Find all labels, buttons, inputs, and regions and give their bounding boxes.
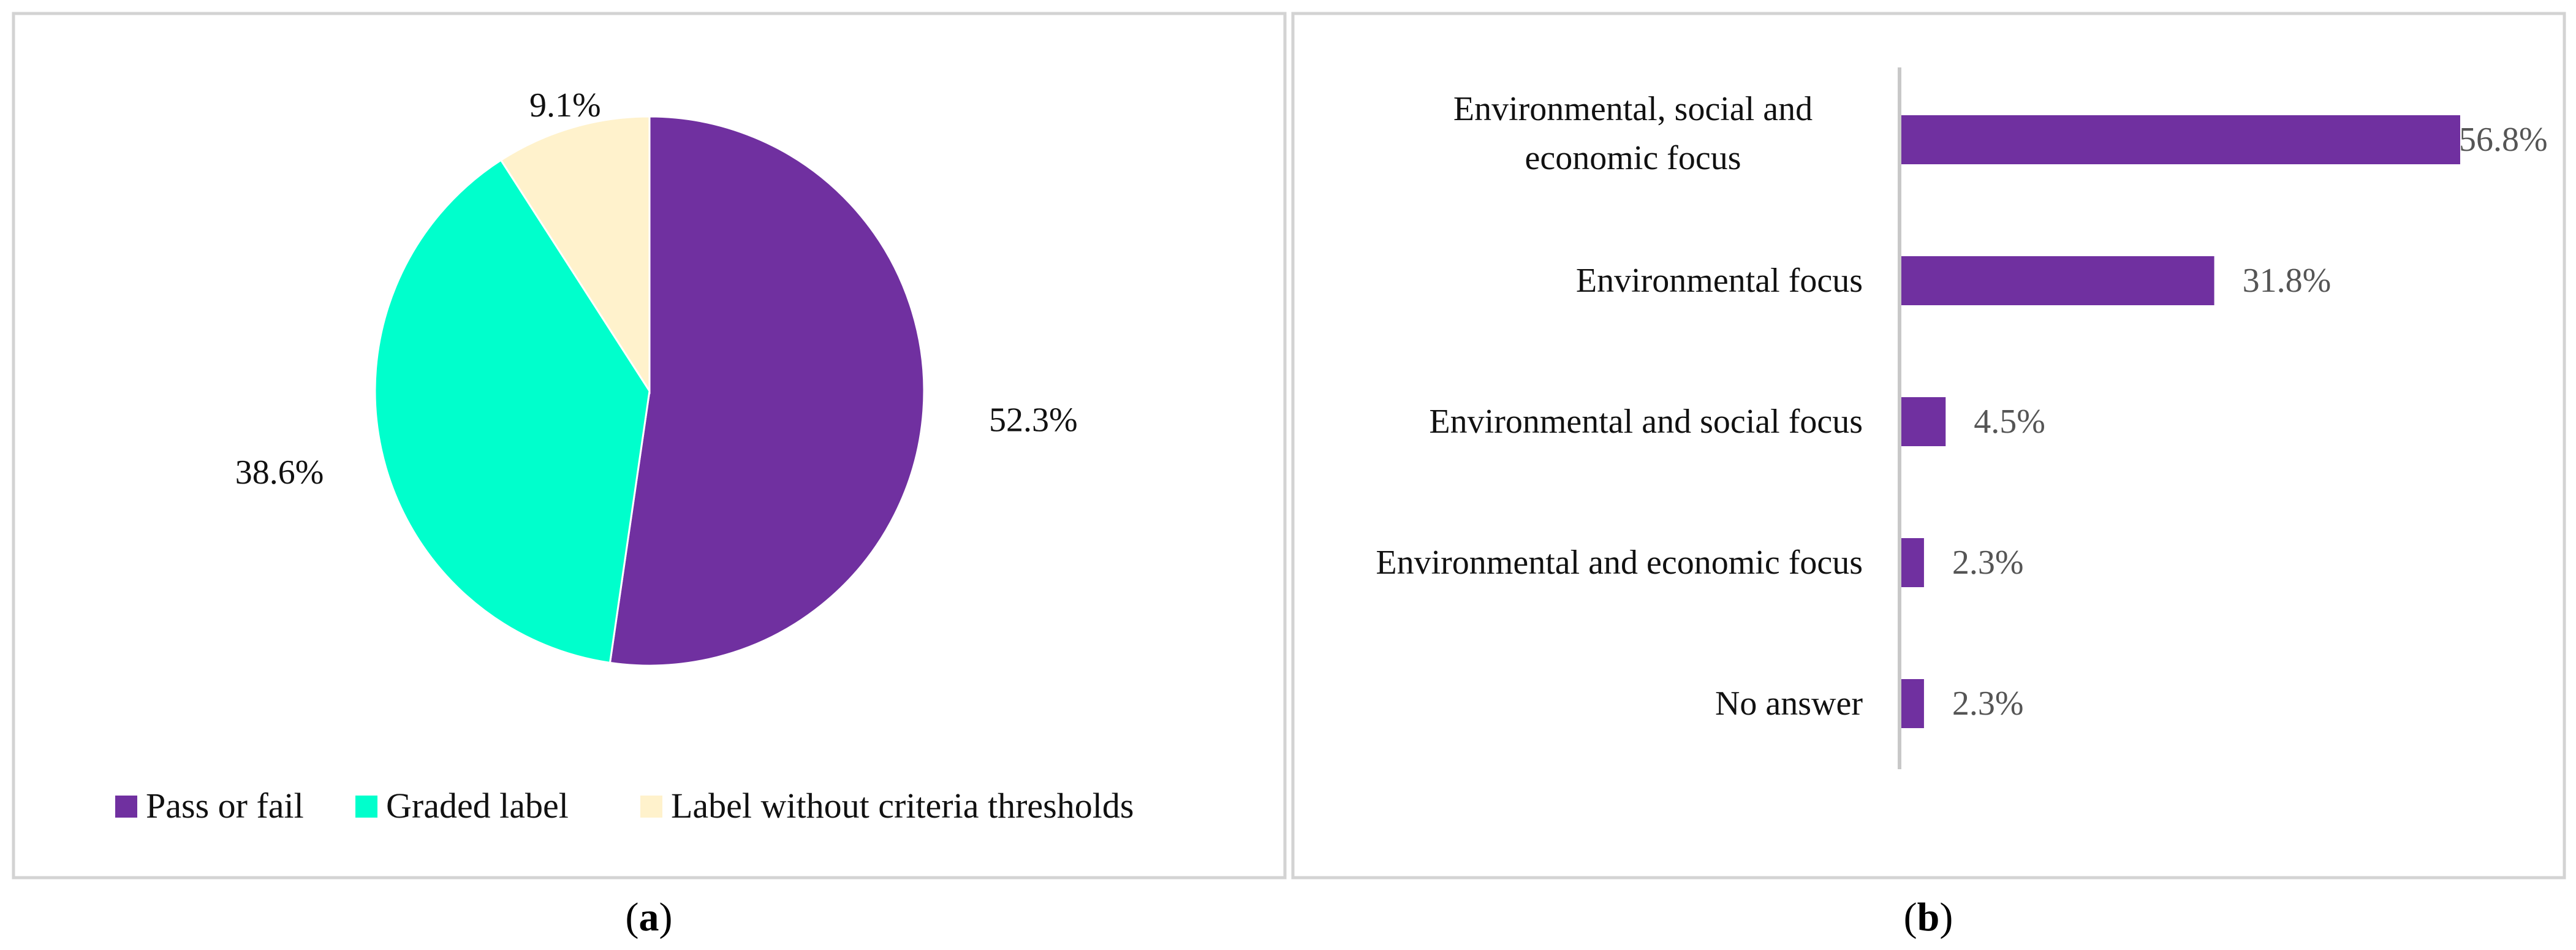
legend-item-label-without-criteria-thresholds: Label without criteria thresholds	[640, 786, 1134, 826]
panel-a-caption: (a)	[626, 895, 673, 940]
bar-category-label-line: Environmental, social and	[1453, 90, 1813, 128]
bar-category-label-line: Environmental and economic focus	[1376, 544, 1863, 582]
bar-category-label-environmental-focus: Environmental focus	[1576, 262, 1863, 300]
bar-category-label-line: Environmental and social focus	[1429, 403, 1863, 441]
bar-category-label-environmental-and-social-focus: Environmental and social focus	[1429, 403, 1863, 441]
bar-category-label-line: Environmental focus	[1576, 262, 1863, 300]
bar-value-label-no-answer: 2.3%	[1952, 685, 2024, 723]
pie-legend: Pass or fail Graded label Label without cr…	[115, 786, 1134, 826]
bar-environmental-focus	[1901, 256, 2214, 305]
legend-swatch-label-without-criteria-thresholds	[640, 796, 662, 818]
pie-value-label-graded-label: 38.6%	[235, 454, 324, 492]
bar-category-labels: Environmental, social and economic focusE…	[1376, 90, 1863, 723]
legend-swatch-graded-label	[355, 796, 377, 818]
legend-swatch-pass-or-fail	[115, 796, 137, 818]
bar-value-label-environmental-and-economic-focus: 2.3%	[1952, 544, 2024, 582]
bar-environmental-social-and-economic-focus	[1901, 115, 2460, 164]
legend-label-label-without-criteria-thresholds: Label without criteria thresholds	[671, 786, 1134, 826]
bar-value-label-environmental-social-and-economic-focus: 56.8%	[2459, 121, 2548, 159]
pie-value-labels: 52.3% 38.6% 9.1%	[235, 86, 1078, 492]
bar-value-label-environmental-focus: 31.8%	[2243, 262, 2332, 300]
panel-a-caption-letter: a	[639, 895, 659, 940]
pie-chart: 52.3% 38.6% 9.1% Pass or fail Graded label L…	[115, 86, 1134, 826]
bar-environmental-and-social-focus	[1901, 397, 1946, 446]
bar-no-answer	[1901, 679, 1924, 728]
bar-category-label-line: economic focus	[1525, 139, 1741, 177]
pie-value-label-label-without-criteria-thresholds: 9.1%	[529, 86, 601, 124]
legend-item-pass-or-fail: Pass or fail	[115, 786, 304, 826]
pie-value-label-pass-or-fail: 52.3%	[989, 401, 1078, 439]
legend-label-graded-label: Graded label	[386, 786, 569, 826]
bar-chart: Environmental, social and economic focusE…	[1376, 67, 2548, 769]
legend-label-pass-or-fail: Pass or fail	[146, 786, 304, 826]
bar-category-label-line: No answer	[1715, 685, 1863, 723]
bar-category-label-environmental-social-and-economic-focus: Environmental, social and economic focus	[1453, 90, 1813, 177]
pie-slices	[374, 115, 925, 667]
pie-slice-label-without-criteria-thresholds	[499, 115, 651, 395]
bar-value-labels: 56.8% 31.8% 4.5% 2.3% 2.3%	[1952, 121, 2548, 723]
bar-series	[1901, 115, 2460, 728]
bar-category-label-environmental-and-economic-focus: Environmental and economic focus	[1376, 544, 1863, 582]
panel-b-caption: (b)	[1904, 895, 1953, 940]
pie-slice-pass-or-fail	[608, 115, 925, 667]
bar-environmental-and-economic-focus	[1901, 538, 1924, 587]
bar-category-label-no-answer: No answer	[1715, 685, 1863, 723]
legend-item-graded-label: Graded label	[355, 786, 569, 826]
panel-b-caption-letter: b	[1917, 895, 1940, 940]
bar-value-label-environmental-and-social-focus: 4.5%	[1974, 403, 2045, 441]
